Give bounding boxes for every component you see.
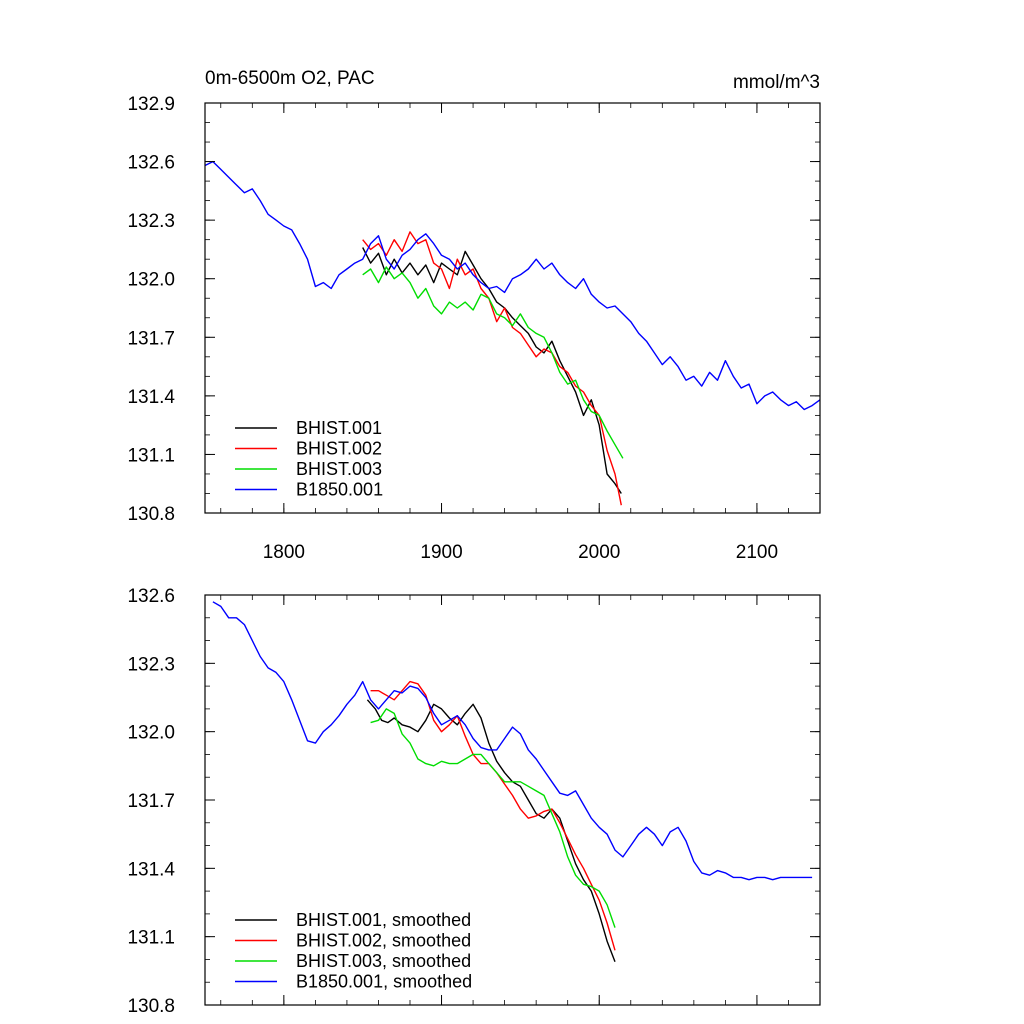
series-line-bhist-003: [362, 266, 624, 459]
legend-label: BHIST.001, smoothed: [296, 910, 471, 930]
y-tick-label: 131.4: [127, 859, 175, 880]
y-tick-label: 132.0: [127, 723, 175, 744]
y-tick-label: 132.0: [127, 270, 175, 291]
y-tick-label: 131.1: [127, 928, 175, 949]
chart-title: 0m-6500m O2, PAC: [205, 68, 375, 89]
y-tick-label: 131.4: [127, 387, 175, 408]
legend-label: B1850.001, smoothed: [296, 972, 472, 992]
y-tick-label: 132.6: [127, 586, 175, 607]
legend-label: BHIST.003, smoothed: [296, 951, 471, 971]
y-tick-label: 131.1: [127, 445, 175, 466]
x-tick-label: 1800: [263, 542, 305, 563]
series-line-bhist-003: [370, 708, 616, 928]
y-tick-label: 131.7: [127, 791, 175, 812]
y-tick-label: 132.9: [127, 94, 175, 115]
plot-frame: [204, 102, 821, 514]
y-tick-label: 130.8: [127, 504, 175, 525]
x-tick-label: 2100: [736, 542, 778, 563]
legend-label: B1850.001: [296, 480, 383, 500]
series-line-bhist-001: [366, 699, 616, 962]
top-panel: 0m-6500m O2, PAC mmol/m^3 130.8 131.1 131.…: [127, 68, 821, 563]
x-tick-label: 1900: [420, 542, 462, 563]
legend-label: BHIST.002: [296, 439, 382, 459]
y-tick-label: 130.8: [127, 996, 175, 1017]
legend-label: BHIST.001: [296, 418, 382, 438]
units-label: mmol/m^3: [733, 72, 820, 93]
bottom-panel: 130.8 131.1 131.4 131.7 132.0 132.3 132.6 BHIS…: [127, 586, 821, 1017]
y-tick-label: 132.3: [127, 654, 175, 675]
series-line-b1850-001: [204, 160, 821, 411]
series-line-b1850-001: [212, 601, 813, 881]
legend-label: BHIST.003: [296, 459, 382, 479]
series-line-bhist-001: [362, 247, 622, 494]
y-tick-label: 132.3: [127, 211, 175, 232]
x-tick-label: 2000: [578, 542, 620, 563]
y-tick-label: 132.6: [127, 153, 175, 174]
legend-label: BHIST.002, smoothed: [296, 931, 471, 951]
y-tick-label: 131.7: [127, 328, 175, 349]
